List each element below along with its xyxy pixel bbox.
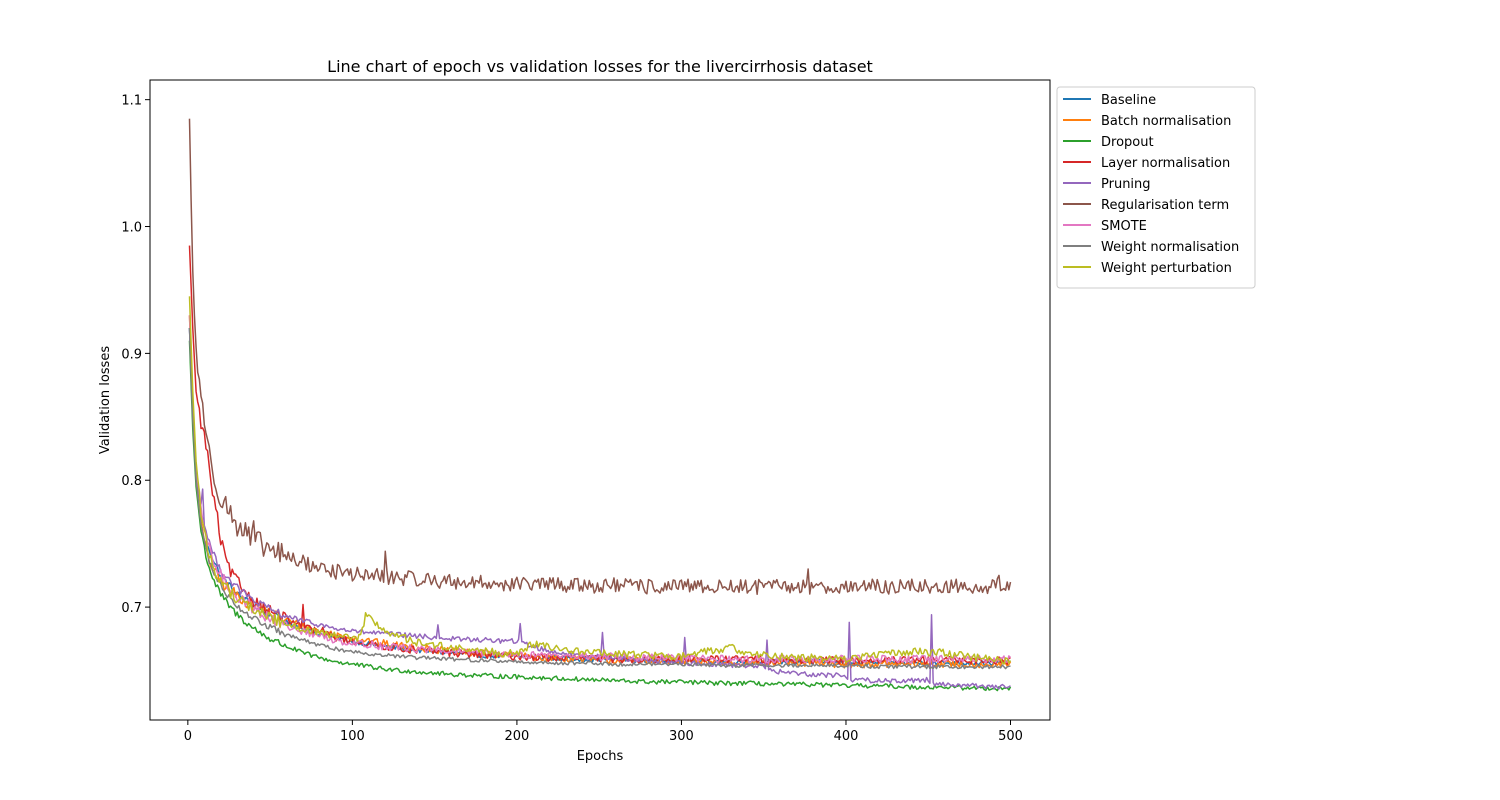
legend-label: Dropout [1101, 135, 1154, 150]
legend-label: Batch normalisation [1101, 114, 1231, 129]
legend-label: Regularisation term [1101, 198, 1229, 213]
y-tick-label: 0.8 [121, 474, 142, 489]
y-tick-label: 0.7 [121, 601, 142, 616]
series-line [188, 118, 1012, 595]
x-tick-label: 200 [504, 729, 529, 744]
plot-frame [149, 79, 1051, 721]
y-axis-label: Validation losses [98, 346, 113, 454]
plot-lines [188, 118, 1012, 692]
chart-title: Line chart of epoch vs validation losses… [327, 57, 873, 76]
series-line [188, 327, 1011, 670]
legend-label: SMOTE [1101, 219, 1147, 234]
x-tick-label: 500 [998, 729, 1023, 744]
series-line [188, 340, 1012, 692]
series-line [188, 296, 1012, 665]
y-tick-label: 1.0 [121, 221, 142, 236]
y-tick-label: 1.1 [121, 94, 142, 109]
x-tick-label: 300 [669, 729, 694, 744]
x-axis-label: Epochs [577, 749, 624, 764]
legend-label: Weight normalisation [1101, 240, 1239, 255]
legend-box [1056, 86, 1256, 289]
legend-label: Layer normalisation [1101, 156, 1230, 171]
legend-label: Pruning [1101, 177, 1151, 192]
legend-label: Baseline [1101, 93, 1156, 108]
series-line [188, 315, 1012, 664]
x-tick-label: 400 [834, 729, 859, 744]
legend-label: Weight perturbation [1101, 261, 1232, 276]
y-tick-label: 0.9 [121, 347, 142, 362]
x-tick-label: 100 [340, 729, 365, 744]
legend: Baseline Batch normalisation Dropout Layer … [1056, 86, 1256, 289]
y-axis: 0.7 0.8 0.9 1.0 1.1 [121, 94, 150, 616]
x-axis: 0 100 200 300 400 500 [184, 720, 1023, 744]
x-tick-label: 0 [184, 729, 192, 744]
